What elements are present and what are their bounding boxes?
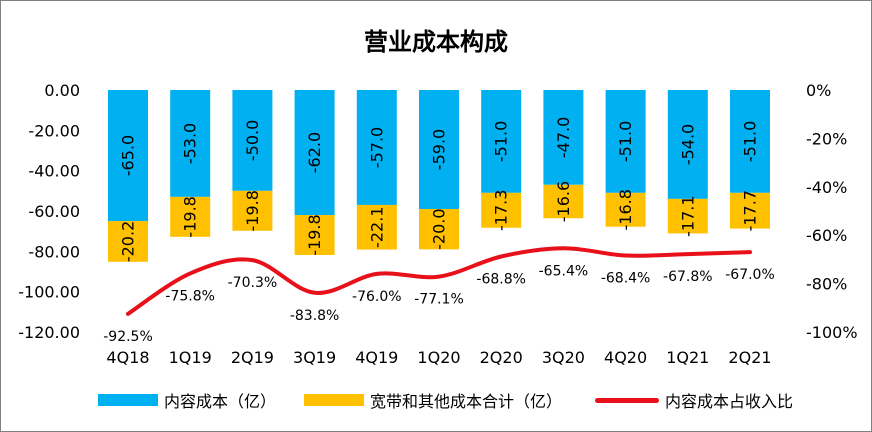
data-label-bandwidth-cost: -19.8: [305, 214, 324, 255]
data-label-cost-ratio: -68.8%: [476, 271, 526, 287]
data-label-cost-ratio: -76.0%: [352, 289, 402, 305]
right-tick-label: -40%: [806, 178, 847, 197]
line-cost-ratio: [126, 246, 752, 316]
bar-bandwidth-cost: [294, 215, 335, 255]
left-axis: 0.00 -20.00 -40.00 -60.00 -80.00 -100.00 -120.…: [18, 81, 80, 342]
data-label-cost-ratio: -68.4%: [601, 271, 651, 287]
data-label-bandwidth-cost: -19.8: [181, 196, 200, 237]
right-tick-label: -60%: [806, 226, 847, 245]
left-tick-label: -20.00: [28, 121, 80, 140]
line-series: -92.5% -75.8% -70.3% -83.8% -76.0% -77.1% -68.…: [103, 246, 775, 345]
chart-title: 营业成本构成: [364, 28, 508, 56]
legend-swatch-bandwidth-cost: [304, 394, 364, 406]
data-label-content-cost: -54.0: [678, 124, 697, 165]
data-label-cost-ratio: -83.8%: [290, 308, 340, 324]
x-tick-label: 1Q19: [169, 348, 212, 367]
x-tick-label: 2Q21: [728, 348, 771, 367]
bar-series: -65.0 -20.2 -53.0 -19.8 -50.0 -19.8 -62.0 -19.8…: [108, 90, 770, 262]
data-label-content-cost: -57.0: [367, 127, 386, 168]
bar-bandwidth-cost: [108, 221, 148, 262]
legend-swatch-content-cost: [98, 394, 158, 406]
bar-bandwidth-cost: [356, 204, 397, 250]
x-tick-label: 3Q19: [293, 348, 336, 367]
data-label-cost-ratio: -67.0%: [725, 267, 775, 283]
x-tick-label: 2Q20: [480, 348, 523, 367]
legend-item-cost-ratio: 内容成本占收入比: [595, 386, 793, 414]
data-label-cost-ratio: -75.8%: [165, 288, 215, 304]
data-label-content-cost: -47.0: [554, 117, 573, 158]
legend-label-content-cost: 内容成本（亿）: [164, 392, 277, 411]
data-label-content-cost: -51.0: [492, 121, 511, 162]
left-tick-label: -120.00: [18, 323, 80, 342]
data-label-bandwidth-cost: -20.0: [430, 208, 449, 249]
data-label-bandwidth-cost: -17.1: [678, 195, 697, 236]
legend-label-bandwidth-cost: 宽带和其他成本合计（亿）: [370, 392, 563, 411]
left-tick-label: 0.00: [44, 81, 80, 100]
x-tick-label: 1Q21: [666, 348, 709, 367]
x-tick-label: 3Q20: [542, 348, 585, 367]
right-tick-label: -20%: [806, 129, 847, 148]
data-label-bandwidth-cost: -17.3: [492, 190, 511, 231]
bar-bandwidth-cost: [481, 192, 522, 228]
legend-swatch-cost-ratio: [595, 397, 659, 403]
bar-content-cost: [294, 90, 335, 216]
data-label-content-cost: -62.0: [305, 132, 324, 173]
x-tick-label: 4Q19: [355, 348, 398, 367]
legend-label-cost-ratio: 内容成本占收入比: [665, 392, 794, 411]
data-label-content-cost: -50.0: [243, 120, 262, 161]
data-label-cost-ratio: -77.1%: [414, 292, 464, 308]
x-tick-label: 1Q20: [417, 348, 460, 367]
data-label-content-cost: -51.0: [741, 121, 760, 162]
data-label-content-cost: -53.0: [181, 123, 200, 164]
data-label-bandwidth-cost: -22.1: [367, 207, 386, 248]
right-tick-label: -100%: [806, 323, 858, 342]
bar-content-cost: [232, 90, 273, 191]
data-label-bandwidth-cost: -16.8: [616, 189, 635, 230]
left-tick-label: -100.00: [18, 283, 80, 302]
data-label-bandwidth-cost: -20.2: [119, 221, 138, 262]
bar-bandwidth-cost: [419, 208, 459, 250]
bar-content-cost: [730, 90, 770, 193]
data-label-bandwidth-cost: -16.6: [554, 181, 573, 222]
left-tick-label: -40.00: [28, 162, 80, 181]
bar-bandwidth-cost: [667, 198, 708, 234]
bar-bandwidth-cost: [170, 196, 211, 237]
bar-bandwidth-cost: [232, 190, 273, 231]
x-axis-labels: 4Q18 1Q19 2Q19 3Q19 4Q19 1Q20 2Q20 3Q20 4Q20 1Q21…: [106, 348, 771, 367]
bar-content-cost: [481, 90, 522, 193]
data-label-cost-ratio: -92.5%: [103, 329, 153, 345]
x-tick-label: 4Q18: [106, 348, 149, 367]
legend-item-bandwidth-cost: 宽带和其他成本合计（亿）: [304, 386, 562, 414]
bar-bandwidth-cost: [605, 192, 646, 227]
data-label-cost-ratio: -70.3%: [228, 275, 278, 291]
bar-content-cost: [605, 90, 646, 193]
bar-content-cost: [543, 90, 584, 185]
right-axis: 0% -20% -40% -60% -80% -100%: [806, 81, 858, 342]
bar-content-cost: [356, 90, 397, 205]
data-label-content-cost: -51.0: [616, 121, 635, 162]
bar-content-cost: [667, 90, 708, 199]
bar-bandwidth-cost: [543, 184, 584, 219]
data-label-cost-ratio: -65.4%: [539, 263, 589, 279]
data-label-cost-ratio: -67.8%: [663, 269, 713, 285]
data-label-bandwidth-cost: -17.7: [741, 190, 760, 231]
right-tick-label: -80%: [806, 275, 847, 294]
x-tick-label: 4Q20: [604, 348, 647, 367]
bar-bandwidth-cost: [730, 192, 770, 229]
data-label-bandwidth-cost: -19.8: [243, 190, 262, 231]
data-label-content-cost: -65.0: [119, 135, 138, 176]
left-tick-label: -80.00: [28, 242, 80, 261]
bar-content-cost: [108, 90, 148, 222]
right-tick-label: 0%: [806, 81, 831, 100]
left-tick-label: -60.00: [28, 202, 80, 221]
data-label-content-cost: -59.0: [430, 129, 449, 170]
legend-item-content-cost: 内容成本（亿）: [98, 386, 276, 414]
bar-content-cost: [419, 90, 459, 209]
bar-content-cost: [170, 90, 211, 197]
x-tick-label: 2Q19: [231, 348, 274, 367]
